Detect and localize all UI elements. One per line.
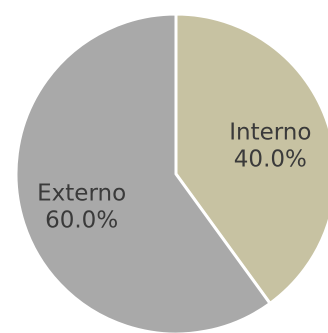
slice-label-interno: Interno	[229, 119, 311, 145]
pie-slices	[14, 12, 328, 333]
slice-label-externo: Externo	[37, 181, 126, 207]
slice-percent-externo: 60.0%	[45, 208, 118, 234]
pie-slice-interno	[174, 12, 328, 305]
slice-percent-interno: 40.0%	[234, 146, 307, 172]
pie-slice-externo	[14, 12, 272, 333]
